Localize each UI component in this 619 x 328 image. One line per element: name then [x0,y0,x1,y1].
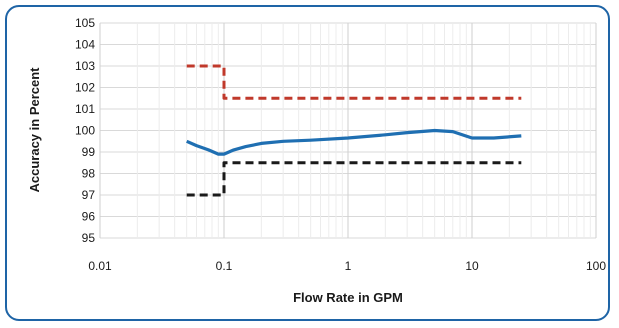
x-tick-label: 100 [586,259,606,273]
y-tick-label: 103 [75,59,95,73]
x-tick-label: 0.1 [216,259,233,273]
series-layer [186,64,522,197]
y-axis-title: Accuracy in Percent [27,67,42,193]
y-tick-label: 100 [75,124,95,138]
y-tick-label: 96 [82,210,96,224]
series-line-1 [186,128,522,156]
y-tick-label: 95 [82,231,96,245]
y-tick-label: 104 [75,38,95,52]
y-tick-label: 97 [82,188,96,202]
tick-labels: 95 96 97 98 99 100 101 102 103 104 105 0.01 0.1 1 10 10… [75,16,606,273]
y-tick-label: 98 [82,167,96,181]
x-tick-label: 1 [345,259,352,273]
y-tick-label: 102 [75,81,95,95]
grid [99,22,597,239]
series-line-2 [186,64,522,100]
x-tick-label: 10 [465,259,479,273]
x-tick-label: 0.01 [88,259,112,273]
y-tick-label: 99 [82,145,96,159]
y-tick-label: 105 [75,16,95,30]
y-tick-label: 101 [75,102,95,116]
x-axis-title: Flow Rate in GPM [293,290,403,305]
series-line-3 [186,161,522,197]
